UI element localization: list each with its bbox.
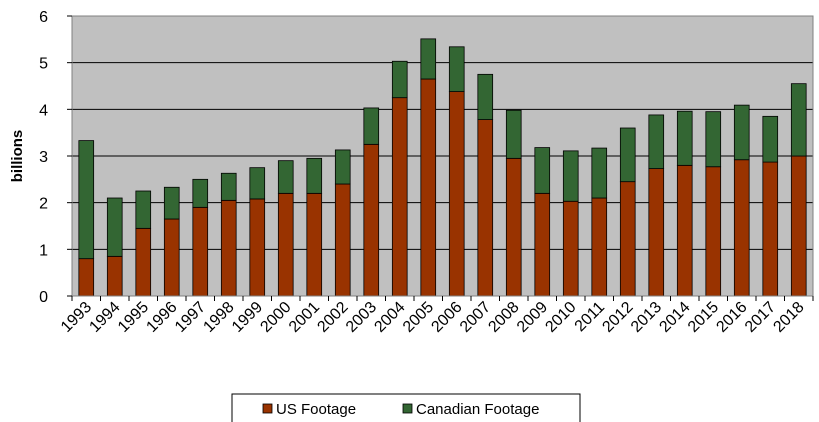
y-tick-label: 1 [39,242,48,259]
bar-canadian-footage [648,114,665,170]
bar-canadian-footage [676,110,693,166]
x-tick-label: 2002 [314,299,351,336]
x-tick-label: 2005 [400,299,437,336]
x-tick-label: 2012 [599,299,636,336]
bar-us-footage [448,91,465,297]
x-tick-label: 2017 [742,299,779,336]
x-tick-label: 1993 [58,299,95,336]
bar-us-footage [277,192,294,297]
bar-canadian-footage [220,172,237,201]
x-tick-label: 2008 [485,299,522,336]
bar-canadian-footage [733,104,750,161]
x-tick-label: 2015 [685,299,722,336]
y-tick-label: 6 [39,9,48,26]
x-tick-label: 2007 [457,299,494,336]
bar-canadian-footage [106,197,123,257]
x-axis-ticks: 1993199419951996199719981999200020012002… [58,296,814,336]
y-axis-title: billions [9,130,26,183]
x-tick-label: 2013 [628,299,665,336]
x-tick-label: 2000 [257,299,294,336]
bar-canadian-footage [363,107,380,145]
x-tick-label: 1994 [86,299,123,336]
bar-us-footage [534,192,551,297]
x-tick-label: 2018 [770,299,807,336]
bar-us-footage [790,155,807,297]
x-tick-label: 2003 [343,299,380,336]
bar-canadian-footage [477,73,494,121]
bar-canadian-footage [505,109,522,159]
bar-canadian-footage [334,149,351,185]
x-tick-label: 2004 [371,299,408,336]
bar-us-footage [420,78,437,297]
x-tick-label: 1998 [200,299,237,336]
bar-us-footage [220,199,237,297]
bar-canadian-footage [619,127,636,183]
bar-canadian-footage [277,160,294,194]
y-tick-label: 2 [39,196,48,213]
x-tick-label: 2011 [572,299,608,335]
bar-us-footage [733,159,750,297]
y-tick-label: 4 [39,102,48,119]
legend-label-canadian-footage: Canadian Footage [416,401,539,418]
bar-us-footage [676,164,693,297]
x-tick-label: 2014 [656,299,693,336]
y-axis-ticks: 0 1 2 3 4 5 6 [39,9,72,306]
x-tick-label: 2006 [428,299,465,336]
bar-canadian-footage [78,140,95,260]
bar-us-footage [106,255,123,297]
bar-us-footage [334,183,351,297]
bar-us-footage [192,206,209,297]
legend: US Footage Canadian Footage [231,393,581,422]
x-tick-label: 2009 [514,299,551,336]
bar-us-footage [591,197,608,297]
bar-us-footage [391,97,408,297]
legend-swatch-canadian-footage [402,403,413,414]
bar-canadian-footage [420,38,437,80]
bar-us-footage [78,258,95,297]
bar-us-footage [135,227,152,297]
bar-canadian-footage [790,83,807,157]
bar-canadian-footage [534,147,551,194]
bar-us-footage [505,157,522,297]
bar-us-footage [619,181,636,297]
bar-us-footage [477,119,494,297]
x-tick-label: 1996 [143,299,180,336]
y-tick-label: 0 [39,289,48,306]
x-tick-label: 1995 [115,299,152,336]
bar-us-footage [705,166,722,297]
bar-canadian-footage [448,46,465,92]
bar-us-footage [762,161,779,297]
bar-canadian-footage [562,150,579,202]
bar-us-footage [363,143,380,297]
y-tick-label: 3 [39,149,48,166]
y-tick-label: 5 [39,56,48,73]
bar-canadian-footage [306,157,323,194]
bar-canadian-footage [163,186,180,220]
legend-swatch-us-footage [262,403,273,414]
bar-canadian-footage [249,167,266,200]
x-tick-label: 2001 [286,299,323,336]
bar-canadian-footage [705,111,722,168]
bar-canadian-footage [591,147,608,199]
x-tick-label: 2010 [542,299,579,336]
bar-canadian-footage [391,60,408,99]
bar-us-footage [306,192,323,297]
legend-label-us-footage: US Footage [276,401,356,418]
bar-canadian-footage [762,115,779,163]
bar-canadian-footage [192,178,209,208]
x-tick-label: 1999 [229,299,266,336]
bar-us-footage [249,198,266,297]
x-tick-label: 1997 [172,299,209,336]
bar-us-footage [562,200,579,297]
x-tick-label: 2016 [713,299,750,336]
bar-us-footage [648,168,665,297]
bar-canadian-footage [135,190,152,229]
bar-us-footage [163,218,180,297]
